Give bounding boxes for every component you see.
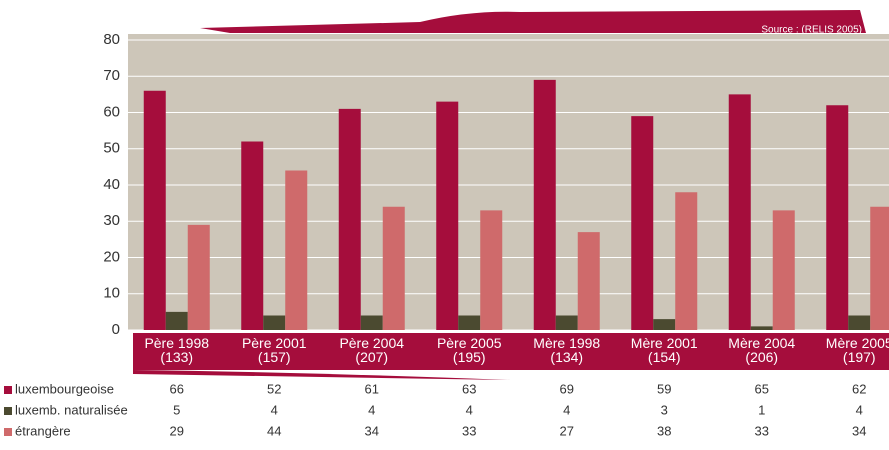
table-value: 4 [271, 402, 278, 417]
table-value: 4 [563, 402, 570, 417]
y-tick-label: 40 [103, 176, 120, 193]
table-value: 29 [170, 423, 184, 438]
bar [360, 315, 383, 330]
table-value: 1 [758, 402, 765, 417]
decor-swoosh [133, 370, 510, 380]
x-tick-label: Père 2001 (157) [241, 335, 307, 365]
bar [728, 94, 751, 330]
x-tick-label: Mère 2005 (197) [825, 335, 889, 365]
bar [870, 206, 889, 330]
table-value: 69 [560, 381, 574, 396]
table-value: 4 [856, 402, 863, 417]
bar [165, 311, 188, 330]
bar [631, 116, 654, 330]
y-tick-label: 60 [103, 103, 120, 120]
table-value: 65 [755, 381, 769, 396]
bar [675, 192, 698, 330]
bar [826, 105, 849, 330]
legend-label: luxembourgeoise [15, 381, 114, 396]
y-tick-label: 10 [103, 285, 120, 302]
x-tick-label: Mère 1998 (134) [533, 335, 601, 365]
table-value: 63 [462, 381, 476, 396]
source: Source : (RELIS 2005) [761, 25, 862, 36]
y-tick-label: 0 [112, 321, 120, 338]
legend-label: luxemb. naturalisée [15, 402, 128, 417]
legend-swatch [4, 386, 12, 394]
table-value: 34 [852, 423, 866, 438]
y-tick-label: 20 [103, 248, 120, 265]
x-tick-label: Père 2004 (207) [339, 335, 405, 365]
x-tick-label: Mère 2001 (154) [630, 335, 698, 365]
y-tick-label: 80 [103, 31, 120, 48]
x-tick-label: Père 1998 (133) [144, 335, 210, 365]
bar [241, 141, 264, 330]
table-value: 52 [267, 381, 281, 396]
x-tick-label: Père 2005 (195) [436, 335, 502, 365]
bar [555, 315, 578, 330]
bar [338, 108, 361, 330]
bar [187, 224, 210, 330]
table-value: 4 [466, 402, 473, 417]
bar [848, 315, 871, 330]
table-value: 4 [368, 402, 375, 417]
legend-swatch [4, 428, 12, 436]
bar [458, 315, 481, 330]
bar [750, 326, 773, 330]
table-value: 44 [267, 423, 281, 438]
x-tick-label: Mère 2004 (206) [728, 335, 796, 365]
table-value: 66 [170, 381, 184, 396]
bar [480, 210, 503, 330]
table-value: 38 [657, 423, 671, 438]
legend-label: étrangère [15, 423, 71, 438]
category-band [133, 333, 889, 370]
table-value: 62 [852, 381, 866, 396]
bar [263, 315, 286, 330]
table-value: 5 [173, 402, 180, 417]
table-value: 61 [365, 381, 379, 396]
bar [653, 319, 676, 330]
decor-swoosh [200, 10, 866, 33]
table-value: 27 [560, 423, 574, 438]
legend-swatch [4, 407, 12, 415]
table-value: 3 [661, 402, 668, 417]
y-tick-label: 30 [103, 212, 120, 229]
table-value: 59 [657, 381, 671, 396]
bar [577, 232, 600, 330]
table-value: 33 [755, 423, 769, 438]
y-tick-label: 70 [103, 67, 120, 84]
bar [772, 210, 795, 330]
bar [436, 101, 459, 330]
bar [382, 206, 405, 330]
bar [285, 170, 308, 330]
table-value: 34 [365, 423, 379, 438]
bar [533, 79, 556, 330]
table-value: 33 [462, 423, 476, 438]
y-tick-label: 50 [103, 140, 120, 157]
bar [143, 90, 166, 330]
